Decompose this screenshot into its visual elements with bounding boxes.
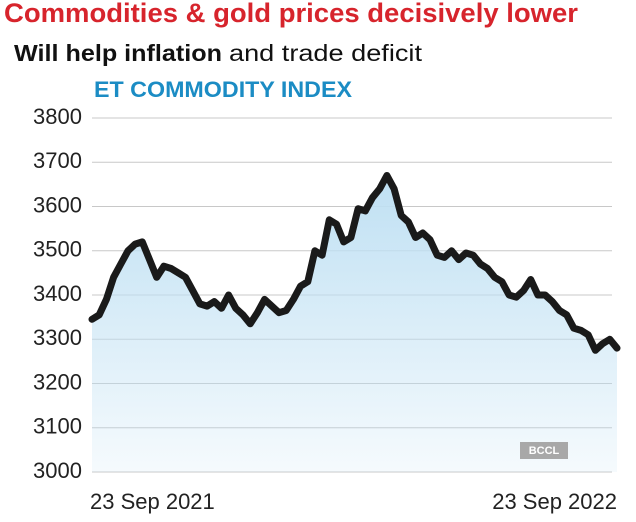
y-tick-label: 3600	[33, 192, 82, 217]
x-tick-label: 23 Sep 2021	[90, 489, 215, 514]
x-tick-label: 23 Sep 2022	[492, 489, 617, 514]
subtitle-bold: Will help inflation	[14, 40, 222, 66]
y-tick-label: 3400	[33, 281, 82, 306]
y-tick-label: 3300	[33, 325, 82, 350]
plot: 3000 3100 3200 3300 3400 3500 3600 3700 3800 23 S…	[33, 104, 621, 514]
y-tick-label: 3000	[33, 458, 82, 483]
area	[92, 175, 617, 472]
y-tick-label: 3100	[33, 414, 82, 439]
line	[88, 172, 621, 354]
y-tick-label: 3500	[33, 237, 82, 262]
chart-label: ET COMMODITY INDEX	[94, 77, 352, 102]
credit-box	[520, 442, 568, 459]
credit: BCCL	[529, 445, 560, 457]
chart-title: Commodities & gold prices decisively low…	[4, 0, 578, 28]
subtitle: and trade deficit	[229, 40, 423, 66]
y-tick-label: 3800	[33, 104, 82, 129]
y-tick-label: 3200	[33, 369, 82, 394]
y-tick-label: 3700	[33, 148, 82, 173]
